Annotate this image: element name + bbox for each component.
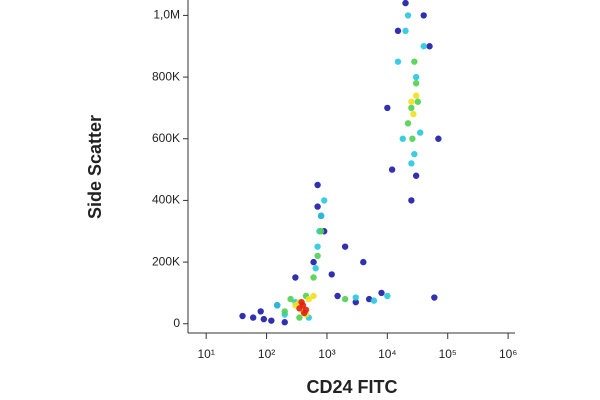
y-tick-label: 600K	[152, 131, 180, 145]
point	[296, 314, 303, 321]
x-tick-label: 10²	[258, 347, 275, 361]
point	[298, 298, 305, 306]
point	[341, 243, 349, 250]
point	[239, 312, 246, 320]
point	[292, 274, 299, 281]
point	[410, 110, 417, 118]
point	[411, 58, 418, 65]
point	[435, 135, 442, 142]
point	[402, 0, 409, 7]
x-tick-label: 10¹	[198, 347, 215, 361]
y-tick-label: 0	[173, 316, 180, 330]
point	[414, 98, 422, 105]
point	[402, 27, 409, 35]
point	[274, 302, 281, 309]
y-axis-title: Side Scatter	[85, 115, 105, 219]
point	[314, 252, 321, 260]
point	[404, 120, 412, 127]
x-tick-label: 10⁵	[439, 347, 457, 361]
point	[301, 309, 308, 317]
point	[312, 265, 319, 272]
x-axis-title: CD24 FITC	[306, 377, 397, 397]
point	[352, 298, 359, 306]
point	[287, 295, 294, 303]
point	[378, 289, 385, 297]
point	[420, 12, 427, 19]
point	[370, 297, 378, 304]
point	[412, 172, 420, 179]
point	[408, 197, 415, 204]
point	[317, 228, 325, 235]
point	[352, 294, 359, 301]
point	[411, 150, 418, 158]
point	[426, 43, 433, 50]
point	[305, 295, 312, 303]
point	[310, 274, 317, 281]
point	[431, 294, 438, 301]
point	[394, 58, 402, 65]
point	[268, 317, 275, 324]
point	[384, 292, 391, 300]
point	[317, 212, 325, 220]
point	[412, 92, 420, 99]
point	[328, 271, 335, 278]
x-tick-label: 10⁴	[378, 347, 397, 361]
point	[281, 308, 288, 315]
point	[260, 315, 268, 323]
point	[281, 319, 288, 326]
point	[320, 197, 328, 204]
point	[341, 295, 349, 303]
point	[314, 181, 321, 189]
point	[249, 314, 257, 321]
point	[399, 135, 406, 142]
point	[334, 292, 341, 300]
point	[257, 308, 264, 315]
x-tick-label: 10⁶	[499, 347, 517, 361]
y-tick-label: 400K	[152, 193, 180, 207]
point	[310, 258, 317, 266]
point	[408, 160, 415, 167]
y-tick-label: 1,0M	[153, 8, 180, 22]
x-tick-label: 10³	[318, 347, 335, 361]
point	[412, 80, 420, 87]
point	[408, 98, 415, 105]
point	[314, 203, 321, 210]
point	[394, 27, 402, 35]
point	[314, 243, 321, 250]
point	[416, 129, 424, 136]
point	[409, 135, 416, 142]
point	[310, 292, 317, 300]
point	[412, 73, 420, 81]
y-tick-label: 200K	[152, 254, 180, 268]
point	[408, 104, 415, 112]
y-tick-label: 800K	[152, 69, 180, 83]
point	[420, 43, 427, 50]
point	[384, 104, 391, 112]
point	[388, 166, 396, 173]
point	[360, 258, 367, 266]
point	[404, 12, 412, 19]
